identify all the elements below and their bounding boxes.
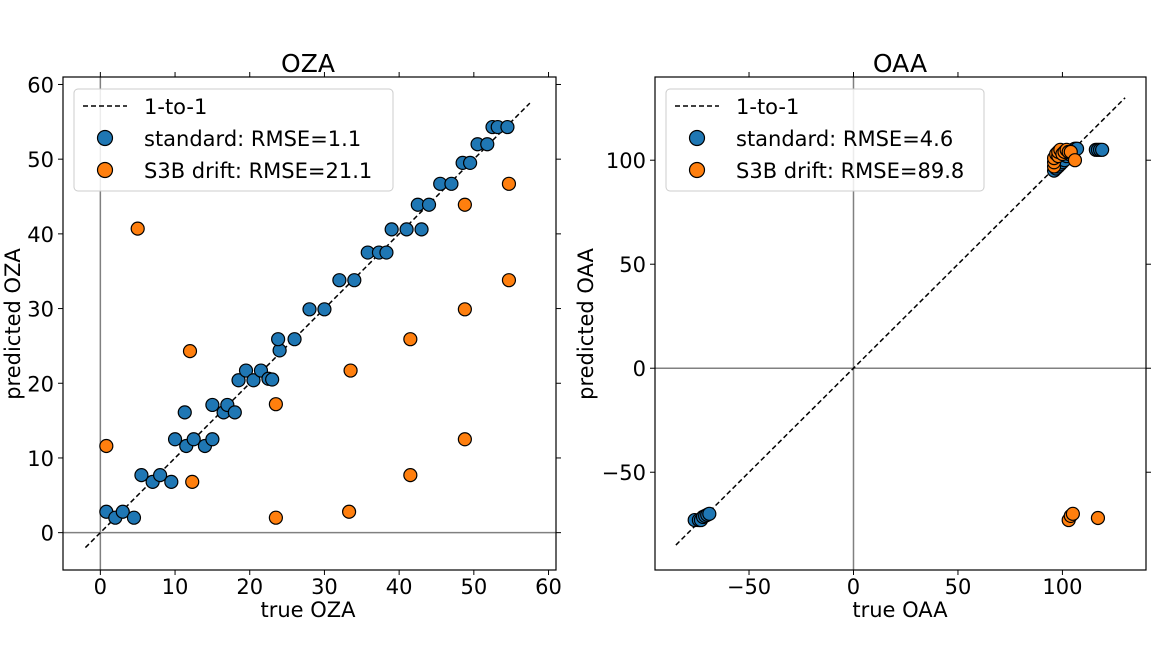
oza-x-tick-label: 60 [535,575,562,599]
oza-standard-point [177,405,192,420]
oza-standard-point [227,405,242,420]
oza-standard-point [332,273,347,288]
oza-standard-point [347,273,362,288]
oaa-legend-marker-standard [688,129,706,147]
oza-y-tick-label: 20 [27,372,54,396]
oaa-y-axis-label: predicted OAA [574,247,598,399]
oza-standard-point [414,222,429,237]
oza-standard-point [115,504,130,519]
oaa-s3b-point [1065,506,1080,521]
oza-s3b-point [182,344,198,359]
oza-s3b-point [268,397,283,412]
oza-s3b-point [130,221,145,236]
oza-standard-point [231,373,246,388]
oza-s3b-point [268,510,283,525]
oaa-y-tick-label: 0 [633,357,646,381]
oaa-x-tick-label: −50 [727,575,771,599]
oza-series-s3b-drift [99,176,517,525]
oza-standard-point [500,119,515,135]
oaa-standard-point [702,506,717,521]
oza-y-tick-label: 40 [27,223,54,247]
oza-standard-point [480,137,495,152]
oaa-x-tick-label: 50 [945,575,972,599]
oaa-panel: OAA true OAA predicted OAA −50 0 50 100 −50 0… [574,49,1151,622]
oza-legend-marker-standard [96,129,114,147]
oza-standard-point [205,397,220,413]
oza-legend-box [73,88,394,192]
oza-title: OZA [281,49,335,78]
oza-standard-point [265,372,280,387]
oza-standard-point [153,468,168,483]
oza-s3b-point [501,273,517,288]
oza-standard-point [186,432,201,447]
oza-standard-point [287,332,302,347]
oza-standard-point [462,155,478,171]
oaa-legend-label-one-to-one: 1-to-1 [736,95,799,119]
oza-s3b-point [457,197,472,212]
oza-standard-point [302,302,317,317]
oaa-s3b-point [1090,510,1106,526]
oaa-title: OAA [873,49,927,78]
oza-x-axis-label: true OZA [260,598,356,622]
oza-s3b-point [403,332,418,347]
oza-y-tick-label: 30 [27,298,54,322]
oaa-y-tick-label: −50 [602,461,646,485]
oaa-legend-label-s3b-drift: S3B drift: RMSE=89.8 [736,159,964,183]
oza-s3b-point [403,468,418,483]
oza-x-tick-label: 50 [460,575,487,599]
oaa-legend-marker-s3b-drift [688,161,706,179]
oza-standard-point [421,197,437,212]
oza-standard-point [399,222,414,237]
oza-standard-point [317,302,332,317]
oza-x-tick-label: 0 [94,575,107,599]
oza-x-tick-label: 10 [162,575,189,599]
oza-legend-marker-s3b-drift [96,161,114,179]
oza-x-tick-label: 30 [311,575,338,599]
oza-standard-point [205,432,220,447]
oza-standard-point [379,245,394,260]
oza-y-tick-label: 0 [41,522,54,546]
oaa-y-tick-label: 50 [619,253,646,277]
oaa-legend-label-standard: standard: RMSE=4.6 [736,127,953,151]
oza-x-tick-label: 20 [236,575,263,599]
oza-legend-label-s3b-drift: S3B drift: RMSE=21.1 [144,159,372,183]
oza-standard-point [444,176,459,191]
oza-s3b-point [185,474,200,489]
oaa-y-tick-label: 100 [606,149,646,173]
oaa-series-s3b-drift [1046,142,1106,528]
oaa-standard-point [1095,142,1110,157]
oza-s3b-point [457,432,472,447]
oaa-x-tick-label: 0 [847,575,860,599]
oza-s3b-point [99,438,114,454]
oza-standard-point [167,432,183,447]
oza-standard-point [134,468,149,483]
oza-standard-point [246,373,261,388]
oaa-series-standard [687,141,1110,528]
oza-s3b-point [457,302,472,317]
oza-x-tick-label: 40 [386,575,413,599]
oza-series-standard [99,119,515,525]
oaa-x-tick-label: 100 [1042,575,1082,599]
oza-y-tick-label: 50 [27,148,54,172]
oza-y-axis-label: predicted OZA [1,248,25,400]
oza-axes-frame [62,76,557,571]
oza-legend-label-standard: standard: RMSE=1.1 [144,127,361,151]
oaa-legend-box [665,88,985,192]
oza-y-tick-label: 60 [27,73,54,97]
oaa-axes-frame [654,76,1147,571]
oza-standard-point [384,222,399,237]
oza-panel: OZA true OZA predicted OZA 0 10 20 30 40 50 60… [1,49,562,622]
oza-s3b-point [501,176,517,191]
oaa-x-axis-label: true OAA [852,598,948,622]
oza-standard-point [126,510,142,525]
oza-s3b-point [341,504,357,519]
oza-standard-point [164,474,179,489]
oza-s3b-point [343,363,358,378]
oza-y-tick-label: 10 [27,447,54,471]
oza-standard-point [238,363,254,378]
oaa-s3b-point [1067,153,1083,168]
oza-standard-point [271,332,286,347]
oza-legend-label-one-to-one: 1-to-1 [144,95,207,119]
